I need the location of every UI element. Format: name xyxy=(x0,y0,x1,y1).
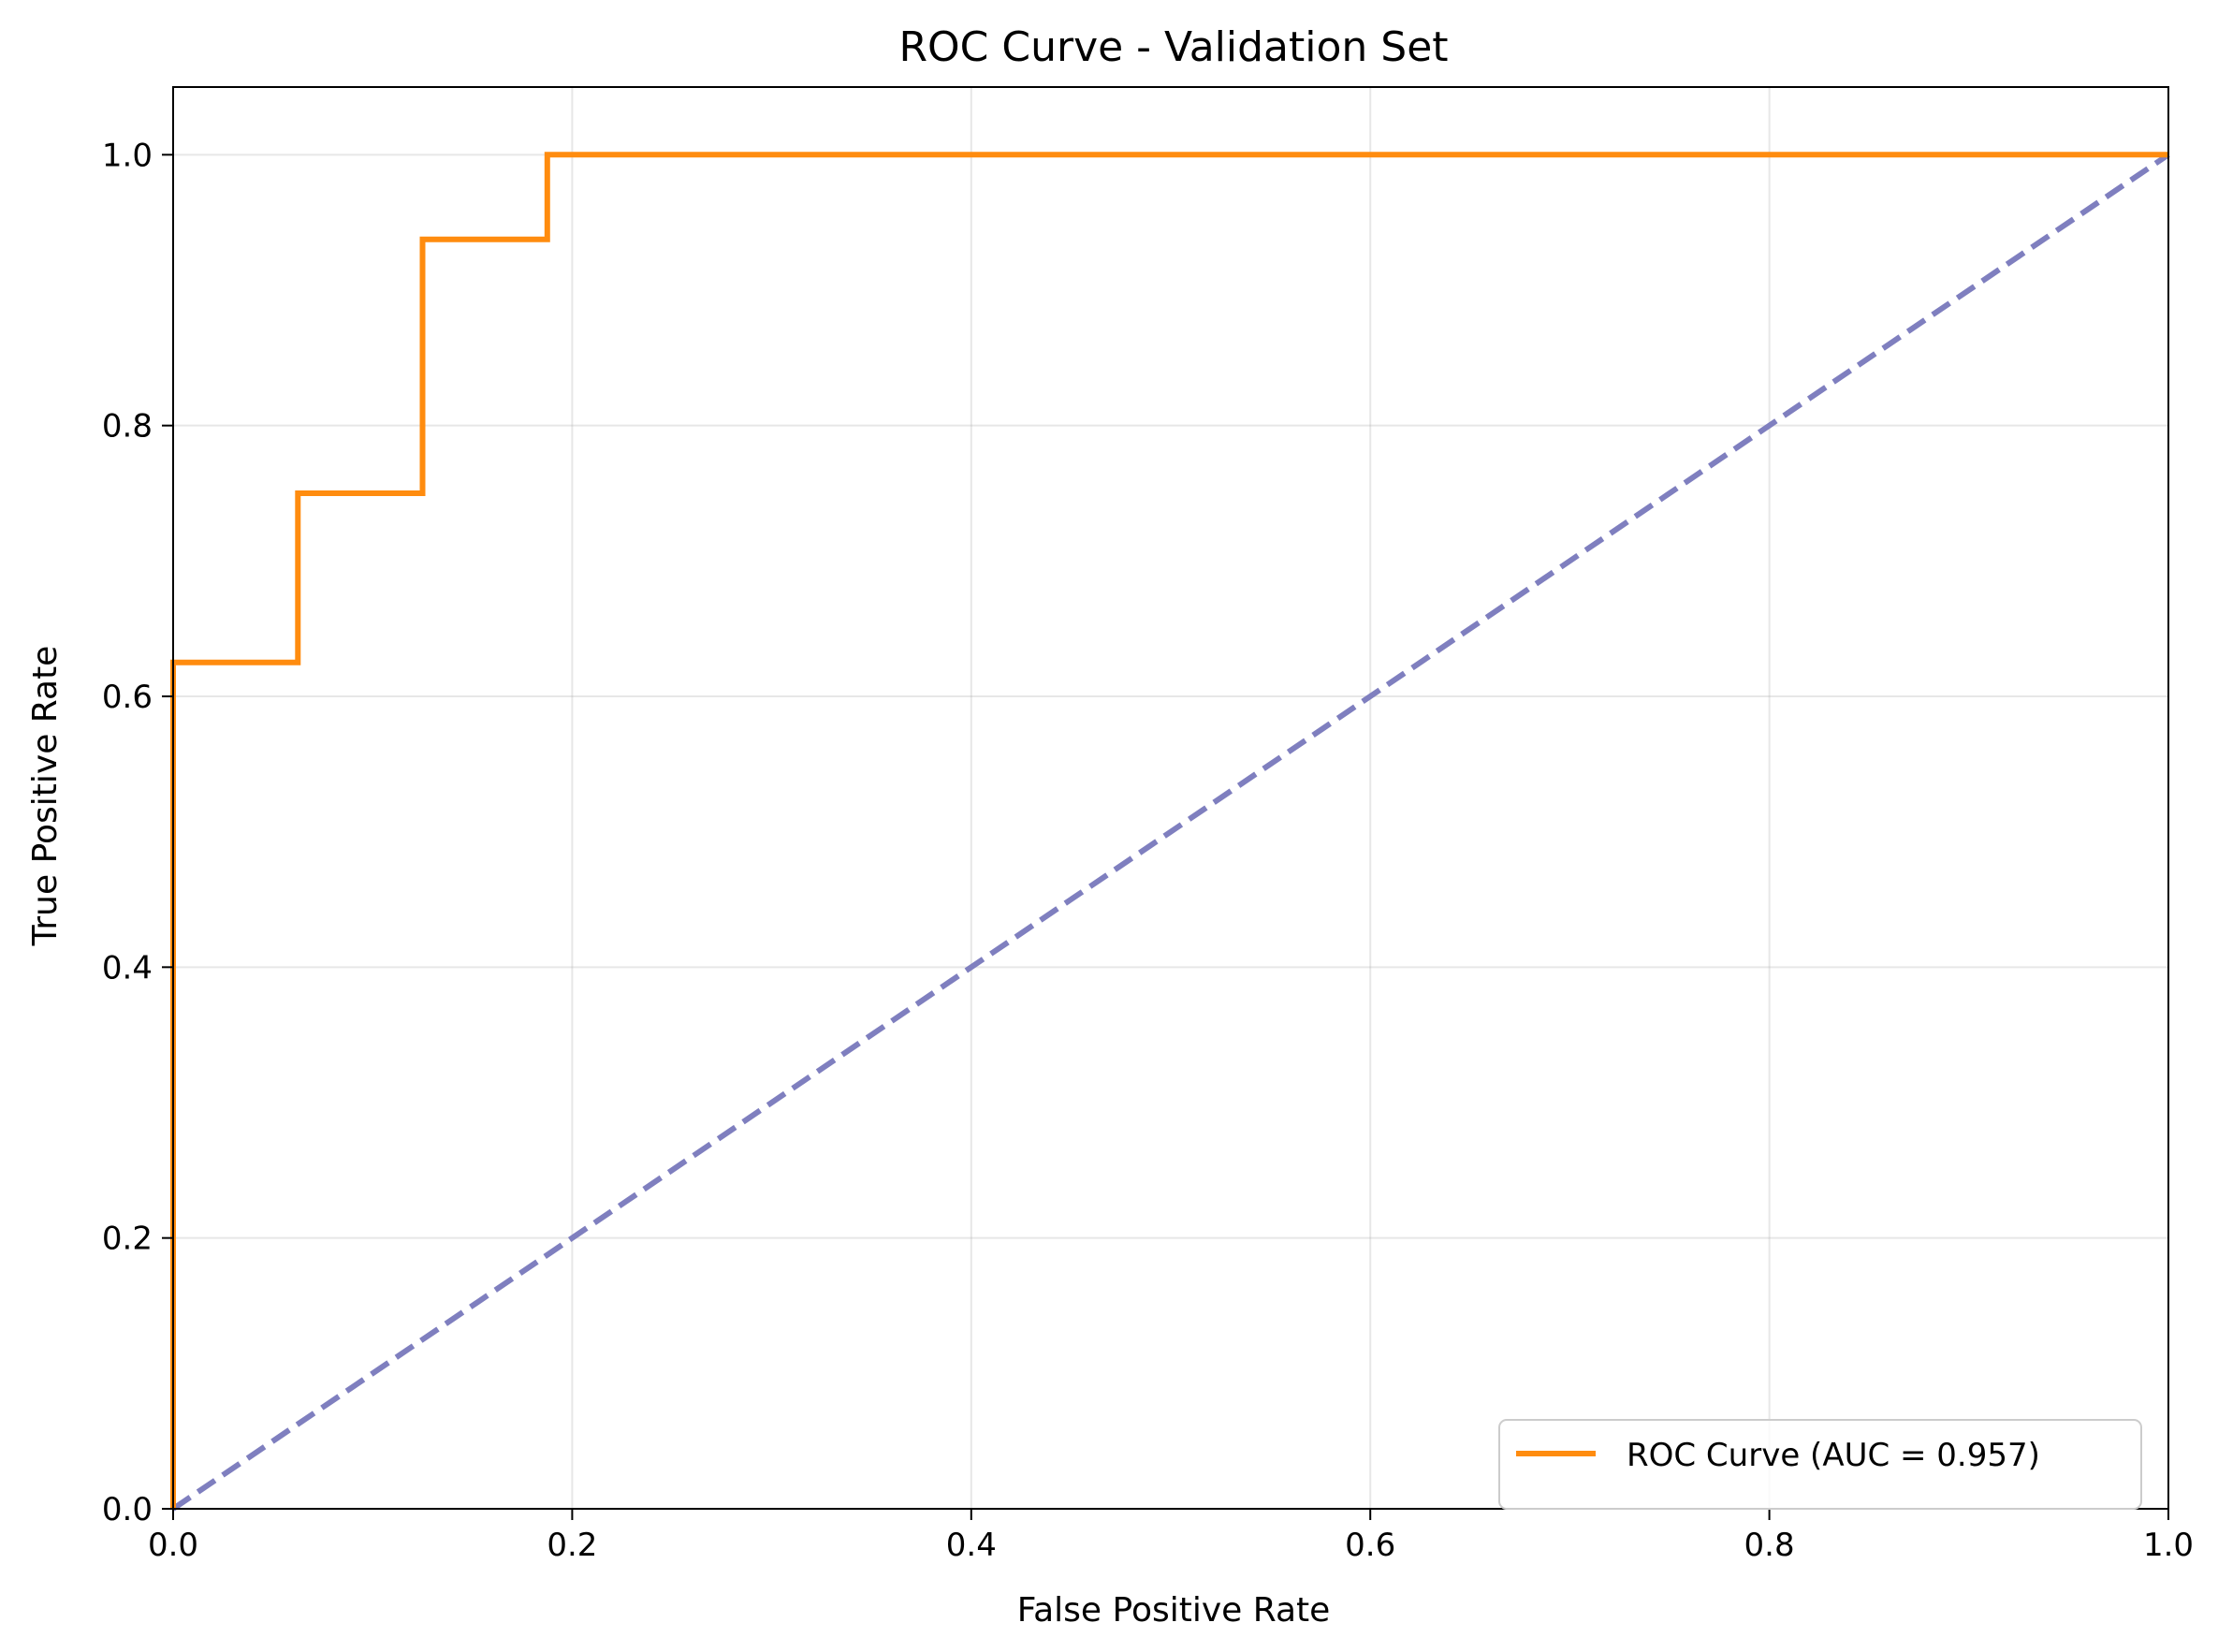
x-tick-label-3: 0.6 xyxy=(1345,1527,1395,1564)
y-tick-label-0: 0.0 xyxy=(102,1491,153,1528)
legend-label-roc: ROC Curve (AUC = 0.957) xyxy=(1627,1437,2040,1474)
chart-title: ROC Curve - Validation Set xyxy=(898,23,1448,71)
x-axis-label: False Positive Rate xyxy=(1017,1591,1331,1630)
y-tick-label-5: 1.0 xyxy=(102,137,153,174)
y-axis: 0.0 0.2 0.4 0.6 0.8 1.0 xyxy=(102,137,173,1528)
x-tick-label-4: 0.8 xyxy=(1744,1527,1795,1564)
x-tick-label-0: 0.0 xyxy=(148,1527,198,1564)
x-tick-label-2: 0.4 xyxy=(946,1527,997,1564)
y-tick-label-1: 0.2 xyxy=(102,1221,153,1258)
x-tick-label-1: 0.2 xyxy=(547,1527,597,1564)
y-tick-label-4: 0.8 xyxy=(102,408,153,446)
plot-frame xyxy=(172,86,2169,1510)
y-axis-label: True Positive Rate xyxy=(26,646,65,947)
y-tick-label-3: 0.6 xyxy=(102,679,153,716)
plot-area xyxy=(173,87,2168,1509)
legend-box xyxy=(1498,1419,2142,1510)
grid-lines xyxy=(172,87,2169,1510)
data-series xyxy=(170,152,2170,1512)
x-tick-label-5: 1.0 xyxy=(2143,1527,2194,1564)
y-tick-label-2: 0.4 xyxy=(102,949,153,987)
roc-curve-line xyxy=(170,152,2168,1509)
legend: ROC Curve (AUC = 0.957) xyxy=(1498,1419,2142,1510)
x-axis: 0.0 0.2 0.4 0.6 0.8 1.0 xyxy=(148,1509,2194,1564)
random-baseline-line xyxy=(171,152,2170,1512)
